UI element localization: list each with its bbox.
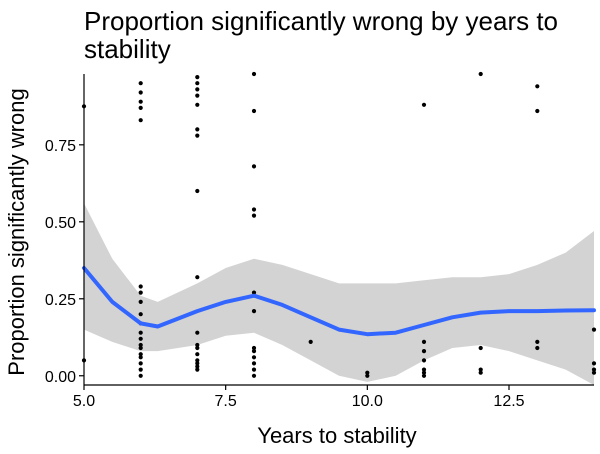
y-tick-label: 0.25 [45, 292, 76, 309]
data-point [138, 355, 143, 360]
data-point [478, 370, 483, 375]
y-axis: 0.00 0.25 0.50 0.75 [45, 74, 85, 386]
data-point [251, 367, 257, 372]
y-tick-label: 0.00 [45, 369, 76, 386]
x-axis: 5.0 7.5 10.0 12.5 [73, 384, 594, 410]
data-point [138, 99, 143, 104]
data-point [138, 361, 143, 366]
data-point [138, 290, 143, 295]
x-tick-label: 5.0 [73, 393, 95, 410]
data-point [195, 87, 200, 92]
data-point [195, 127, 200, 132]
x-axis-title: Years to stability [257, 423, 416, 448]
data-point [421, 373, 427, 378]
data-point [251, 373, 257, 378]
data-point [251, 207, 257, 212]
data-point [195, 102, 200, 107]
data-point [195, 330, 200, 335]
data-point [138, 342, 143, 348]
data-point [591, 361, 597, 366]
data-point [195, 358, 200, 363]
chart-title-line-2: stability [84, 34, 171, 64]
data-point [421, 358, 427, 363]
y-axis-title: Proportion significantly wrong [4, 88, 29, 375]
data-point [195, 188, 200, 194]
x-tick-label: 7.5 [215, 393, 237, 410]
data-point [138, 367, 143, 372]
data-point [365, 370, 370, 375]
data-point [251, 349, 257, 354]
chart-title: Proportion significantly wrong by years … [84, 6, 558, 64]
data-point [365, 373, 370, 378]
data-point [421, 102, 427, 107]
data-point [251, 108, 257, 114]
data-point [591, 327, 597, 332]
data-point [251, 164, 257, 169]
data-point [138, 336, 143, 341]
data-point [251, 355, 257, 360]
y-tick-label: 0.50 [45, 215, 76, 232]
data-point [251, 213, 257, 218]
data-point [138, 105, 143, 110]
data-point [591, 367, 597, 372]
chart-title-line-1: Proportion significantly wrong by years … [84, 6, 558, 36]
data-point [421, 349, 427, 354]
data-point [138, 90, 143, 95]
data-point [478, 367, 483, 372]
data-point [195, 352, 200, 357]
data-point [478, 345, 483, 351]
x-tick-label: 10.0 [352, 393, 383, 410]
x-tick-label: 12.5 [493, 393, 524, 410]
data-point [195, 93, 200, 98]
data-point [195, 367, 200, 372]
data-point [138, 330, 143, 335]
data-point [138, 352, 143, 357]
data-point [251, 361, 257, 366]
data-point [195, 342, 200, 348]
data-point [195, 361, 200, 366]
data-point [195, 275, 200, 280]
data-point [591, 370, 597, 375]
smooth-trend-line [82, 266, 596, 337]
y-tick-label: 0.75 [45, 138, 76, 155]
data-point [195, 81, 200, 86]
data-point [478, 71, 483, 77]
data-point [138, 345, 143, 351]
data-point [421, 367, 427, 372]
data-point [138, 81, 143, 86]
data-point [251, 309, 257, 314]
data-point [138, 373, 143, 378]
data-point [421, 370, 427, 375]
data-point [138, 284, 143, 289]
data-points [81, 71, 597, 378]
data-point [421, 339, 427, 344]
data-point [195, 345, 200, 351]
data-point [535, 339, 540, 344]
data-point [535, 108, 540, 114]
data-point [138, 299, 143, 304]
data-point [251, 290, 257, 295]
data-point [535, 84, 540, 89]
data-point [195, 133, 200, 138]
data-point [195, 364, 200, 369]
plot-area [81, 71, 597, 385]
data-point [251, 71, 257, 77]
data-point [195, 75, 200, 80]
data-point [251, 345, 257, 351]
confidence-ribbon [84, 203, 594, 385]
data-point [535, 345, 540, 351]
data-point [308, 339, 313, 344]
data-point [138, 118, 143, 123]
data-point [138, 312, 143, 317]
